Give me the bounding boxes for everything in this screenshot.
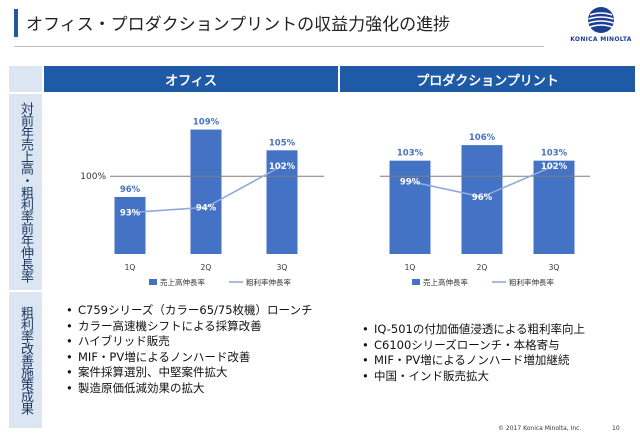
bar-label: 96%	[120, 185, 141, 195]
line-point-label: 102%	[541, 162, 568, 172]
x-tick-label: 3Q	[549, 263, 560, 272]
office-measures-cell: C759シリーズ（カラー65/75枚機）ローンチ カラー高速機シフトによる採算改…	[44, 292, 338, 428]
reference-line-label: 100%	[80, 172, 106, 182]
list-item: カラー高速機シフトによる採算改善	[66, 319, 338, 335]
legend-label: 粗利率伸長率	[246, 277, 291, 287]
series-line	[129, 165, 283, 214]
legend-swatch-bar	[149, 279, 157, 285]
line-point-label: 102%	[269, 162, 296, 172]
office-chart-cell: 96% 1Q 109% 2Q 105% 3Q 100% 93% 94% 102% 売上高伸長率 粗利率…	[44, 94, 338, 290]
office-chart: 96% 1Q 109% 2Q 105% 3Q 100% 93% 94% 102% 売上高伸長率 粗利率…	[80, 118, 324, 287]
copyright: © 2017 Konica Minolta, Inc.	[498, 425, 582, 432]
list-item: 製造原価低減効果の拡大	[66, 381, 338, 397]
col-header-production: プロダクションプリント	[340, 66, 635, 92]
bar-label: 103%	[541, 149, 568, 159]
list-item: MIF・PV増によるノンハード改善	[66, 350, 338, 366]
production-measures-cell: IQ-501の付加価値浸透による粗利率向上 C6100シリーズローンチ・本格寄与…	[340, 292, 635, 428]
row-label-measures: 粗利率改善施策成果	[9, 292, 42, 428]
list-item: C759シリーズ（カラー65/75枚機）ローンチ	[66, 303, 338, 319]
bar-label: 106%	[469, 133, 496, 143]
list-item: 中国・インド販売拡大	[362, 369, 635, 385]
x-tick-label: 2Q	[201, 263, 212, 272]
legend-label: 売上高伸長率	[423, 277, 468, 287]
globe-logo-icon	[588, 7, 614, 33]
legend-label: 粗利率伸長率	[509, 277, 554, 287]
x-tick-label: 3Q	[277, 263, 288, 272]
title-accent	[14, 9, 18, 37]
bar-label: 109%	[193, 118, 220, 128]
slide-title: オフィス・プロダクションプリントの収益力強化の進捗	[26, 15, 451, 35]
row-label-growth: 対前年売上高・粗利率前年伸長率	[9, 94, 42, 290]
konica-minolta-logo: KONICA MINOLTA	[566, 6, 636, 46]
x-tick-label: 1Q	[405, 263, 416, 272]
summary-table: オフィス プロダクションプリント 対前年売上高・粗利率前年伸長率 96% 1Q 10…	[9, 66, 635, 428]
title-bar: オフィス・プロダクションプリントの収益力強化の進捗 KONICA MINOLTA	[0, 0, 640, 50]
corner-cell	[9, 66, 42, 92]
title-rule	[14, 46, 544, 47]
bar	[114, 196, 146, 254]
bar	[389, 160, 431, 254]
bar-label: 103%	[397, 149, 424, 159]
production-chart: 103% 1Q 106% 2Q 103% 3Q 99% 96% 102% 売上高伸長率 粗利率伸長率	[380, 133, 590, 287]
production-chart-cell: 103% 1Q 106% 2Q 103% 3Q 99% 96% 102% 売上高伸長率 粗利率伸長率	[340, 94, 635, 290]
bar	[266, 150, 298, 254]
bar	[461, 145, 503, 254]
legend-label: 売上高伸長率	[160, 277, 205, 287]
line-point-label: 94%	[196, 203, 217, 213]
bar	[190, 129, 222, 254]
list-item: IQ-501の付加価値浸透による粗利率向上	[362, 322, 635, 338]
production-measures-list: IQ-501の付加価値浸透による粗利率向上 C6100シリーズローンチ・本格寄与…	[362, 322, 635, 384]
list-item: MIF・PV増によるノンハード増加継続	[362, 353, 635, 369]
office-measures-list: C759シリーズ（カラー65/75枚機）ローンチ カラー高速機シフトによる採算改…	[66, 303, 338, 396]
x-tick-label: 2Q	[477, 263, 488, 272]
series-line	[409, 165, 555, 198]
bar	[533, 160, 575, 254]
list-item: 案件採算選別、中堅案件拡大	[66, 365, 338, 381]
list-item: C6100シリーズローンチ・本格寄与	[362, 338, 635, 354]
logo-text: KONICA MINOLTA	[570, 36, 632, 43]
col-header-office: オフィス	[44, 66, 338, 92]
x-tick-label: 1Q	[125, 263, 136, 272]
list-item: ハイブリッド販売	[66, 334, 338, 350]
line-point-label: 96%	[472, 193, 493, 203]
line-point-label: 93%	[120, 209, 141, 219]
line-point-label: 99%	[400, 177, 421, 187]
bar-label: 105%	[269, 138, 296, 148]
page-number: 10	[612, 425, 620, 432]
legend-swatch-bar	[412, 279, 420, 285]
